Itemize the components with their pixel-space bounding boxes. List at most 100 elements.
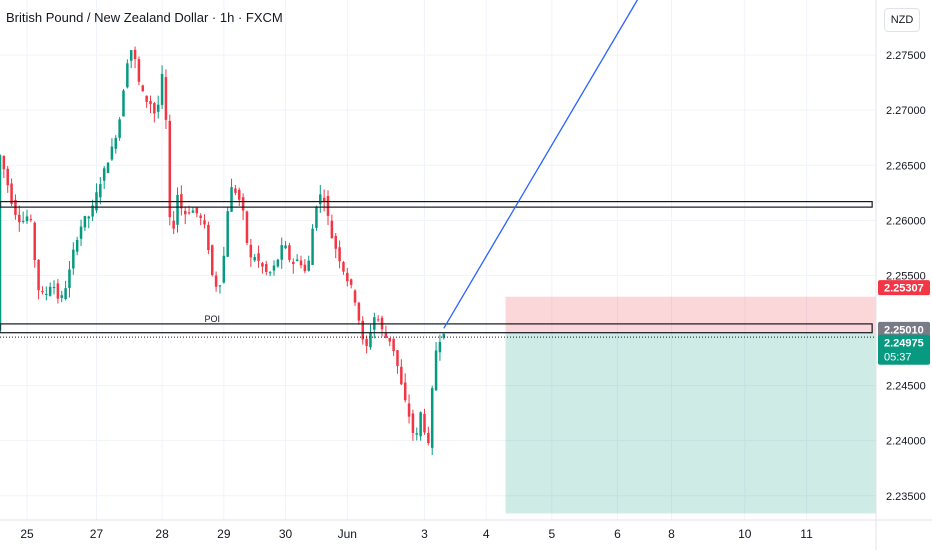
candle-body — [25, 216, 29, 222]
time-tick-label: 10 — [738, 527, 752, 541]
candle-body — [407, 403, 411, 417]
poi-zone — [0, 323, 873, 334]
time-tick-label: 27 — [90, 527, 104, 541]
currency-selector[interactable]: NZD — [884, 8, 920, 32]
time-tick-label: 5 — [548, 527, 555, 541]
candle-body — [315, 206, 318, 228]
price-label-badge — [878, 321, 930, 337]
candle-body — [114, 137, 118, 149]
candle-body — [330, 220, 334, 239]
candle-body — [199, 215, 202, 218]
candle-body — [311, 228, 314, 265]
candle-body — [288, 245, 291, 260]
candle-body — [292, 261, 295, 265]
candle-body — [234, 188, 237, 193]
candle-body — [276, 259, 280, 267]
candle-body — [369, 332, 372, 348]
candle-body — [160, 74, 164, 105]
candle-body — [342, 262, 345, 272]
candle-body — [21, 220, 25, 222]
price-countdown: 05:37 — [884, 351, 912, 363]
candle-body — [183, 210, 187, 215]
candle-body — [60, 295, 63, 298]
candle-body — [261, 263, 264, 267]
candle-body — [172, 220, 175, 229]
candle-body — [164, 77, 168, 120]
candle-body — [396, 350, 399, 366]
stop-loss-zone — [505, 296, 876, 334]
candle-body — [102, 168, 106, 181]
candle-body — [376, 319, 380, 321]
candle-body — [326, 196, 330, 216]
candle-body — [0, 155, 2, 331]
candle-body — [338, 247, 341, 262]
time-tick-label: Jun — [338, 527, 357, 541]
candle-body — [195, 207, 199, 214]
candle-body — [253, 257, 256, 261]
candle-body — [365, 338, 368, 346]
candle-body — [79, 226, 83, 239]
candle-body — [257, 253, 260, 261]
candle-body — [238, 189, 241, 200]
candle-body — [268, 272, 272, 274]
candle-body — [75, 240, 79, 252]
price-tick-label: 2.26000 — [886, 215, 926, 227]
candle-body — [122, 90, 125, 117]
time-tick-label: 8 — [668, 527, 675, 541]
candle-body — [319, 194, 322, 205]
candle-body — [191, 210, 195, 213]
candle-body — [434, 350, 438, 391]
candle-body — [83, 215, 87, 228]
candle-body — [226, 211, 229, 257]
candle-body — [346, 272, 349, 282]
candle-body — [118, 119, 121, 138]
candle-body — [68, 269, 71, 288]
price-tick-label: 2.25500 — [886, 270, 926, 282]
time-tick-label: 11 — [800, 527, 813, 541]
candle-body — [207, 225, 210, 251]
candle-body — [265, 264, 268, 272]
candle-body — [156, 104, 160, 112]
candle-body — [423, 413, 426, 433]
candle-body — [384, 333, 388, 338]
candle-body — [438, 341, 442, 353]
time-tick-label: 4 — [483, 527, 490, 541]
price-tick-label: 2.24500 — [886, 381, 926, 393]
candle-body — [353, 290, 357, 303]
candle-body — [6, 168, 9, 186]
candle-body — [126, 63, 129, 88]
price-tick-label: 2.23500 — [886, 491, 926, 503]
candle-body — [91, 205, 94, 217]
candle-body — [249, 244, 253, 258]
candle-body — [419, 412, 422, 437]
candle-body — [29, 218, 33, 220]
candle-body — [430, 388, 434, 448]
candle-body — [427, 432, 430, 444]
candle-body — [133, 49, 137, 60]
candle-body — [37, 259, 40, 291]
candle-body — [137, 59, 141, 82]
candle-body — [145, 95, 148, 102]
candle-body — [403, 382, 407, 401]
candle-body — [322, 197, 326, 202]
candle-body — [45, 293, 48, 295]
candle-body — [203, 220, 206, 225]
chart-title: British Pound / New Zealand Dollar · 1h … — [6, 10, 283, 25]
candle-body — [48, 286, 52, 296]
candle-body — [241, 197, 245, 211]
price-tick-label: 2.27000 — [886, 105, 926, 117]
candle-body — [33, 222, 36, 261]
time-tick-label: 28 — [155, 527, 169, 541]
candle-body — [218, 285, 222, 287]
time-tick-label: 6 — [614, 527, 621, 541]
candle-body — [392, 338, 395, 351]
candle-body — [214, 275, 218, 287]
candle-body — [168, 120, 172, 218]
price-label-badge — [878, 280, 930, 296]
candle-body — [299, 260, 303, 266]
candle-body — [149, 100, 152, 105]
candle-body — [280, 245, 283, 260]
resistance-zone — [0, 201, 873, 208]
